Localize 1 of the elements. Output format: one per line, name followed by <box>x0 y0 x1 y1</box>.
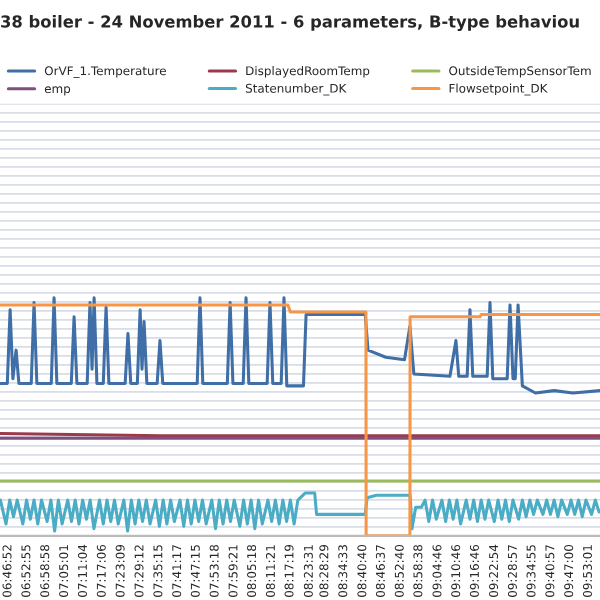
chart-title: 38 boiler - 24 November 2011 - 6 parameters, B-type behaviou <box>1 15 579 31</box>
